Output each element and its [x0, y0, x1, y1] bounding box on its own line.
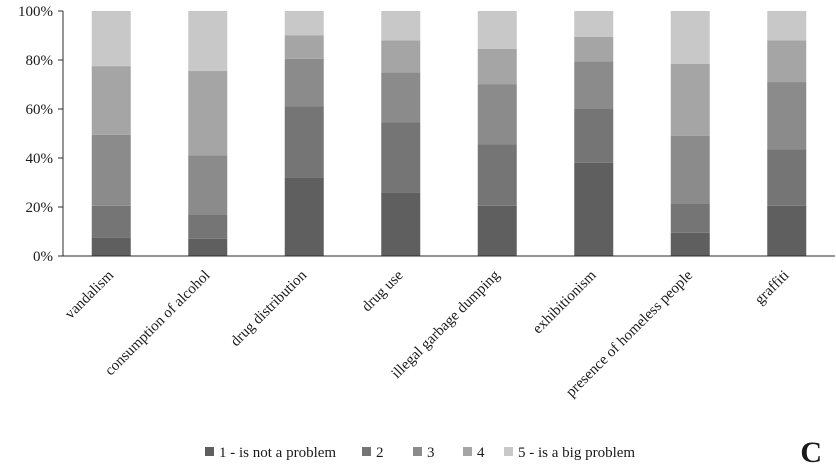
bar-segment [284, 58, 324, 107]
bar-segment [477, 48, 517, 85]
bar-segment [574, 11, 614, 37]
bar-segment [477, 205, 517, 256]
bar-segment [284, 106, 324, 178]
x-tick-label: drug distribution [228, 267, 311, 350]
bar-segment [477, 11, 517, 49]
legend-swatch [362, 447, 371, 456]
bar-segment [574, 109, 614, 163]
bar-segment [91, 205, 131, 238]
legend-swatch [463, 447, 472, 456]
y-tick-label: 40% [26, 151, 54, 167]
legend-label: 4 [477, 445, 485, 461]
x-tick-label: exhibitionism [530, 267, 600, 337]
bar-segment [574, 61, 614, 109]
bar-segment [91, 66, 131, 135]
bar-segment [188, 71, 228, 156]
legend-label: 5 - is a big problem [518, 445, 635, 461]
bar-segment [284, 177, 324, 256]
x-tick-label: consumption of alcohol [102, 268, 213, 379]
y-tick-label: 60% [26, 102, 54, 118]
bar-segment [767, 149, 807, 206]
bar-segment [670, 11, 710, 64]
bar-segment [188, 11, 228, 72]
legend-swatch [205, 447, 214, 456]
bar-segment [381, 72, 421, 123]
bar-segment [381, 192, 421, 256]
bar-segment [284, 35, 324, 59]
bar-segment [188, 214, 228, 239]
x-tick-label: illegal garbage dumping [389, 267, 504, 382]
bar-segment [670, 135, 710, 204]
legend-label: 1 - is not a problem [219, 445, 336, 461]
y-tick-label: 80% [26, 53, 54, 69]
x-tick-label: vandalism [62, 267, 117, 322]
legend: 1 - is not a problem 2 3 4 5 - is a big prob… [205, 445, 635, 461]
bar-segment [188, 238, 228, 256]
y-tick-label: 0% [33, 249, 53, 265]
legend-swatch [413, 447, 422, 456]
y-axis: 0% 20% 40% 60% 80% 100% [18, 4, 64, 265]
bar-segment [670, 203, 710, 233]
legend-swatch [504, 447, 513, 456]
bar-segment [381, 11, 421, 41]
bar-segment [91, 237, 131, 256]
y-tick-label: 100% [18, 4, 53, 20]
legend-label: 2 [376, 445, 384, 461]
bar-segment [767, 82, 807, 150]
legend-label: 3 [427, 445, 435, 461]
bar-segment [767, 205, 807, 256]
x-tick-label: graffiti [752, 268, 793, 309]
bar-segment [670, 63, 710, 136]
bar-segment [477, 84, 517, 145]
y-tick-label: 20% [26, 200, 54, 216]
bar-segment [91, 134, 131, 206]
bar-segment [767, 40, 807, 83]
panel-label: C [800, 436, 822, 469]
bar-segment [381, 40, 421, 73]
bar-segment [767, 11, 807, 41]
bar-segment [574, 36, 614, 62]
bar-segment [91, 11, 131, 67]
bar-segment [381, 122, 421, 193]
bar-segment [284, 11, 324, 36]
bar-segment [574, 162, 614, 256]
bar-segment [477, 144, 517, 206]
bar-segment [188, 155, 228, 215]
bar-segment [670, 232, 710, 256]
x-tick-label: drug use [359, 267, 407, 315]
bars [91, 11, 807, 256]
